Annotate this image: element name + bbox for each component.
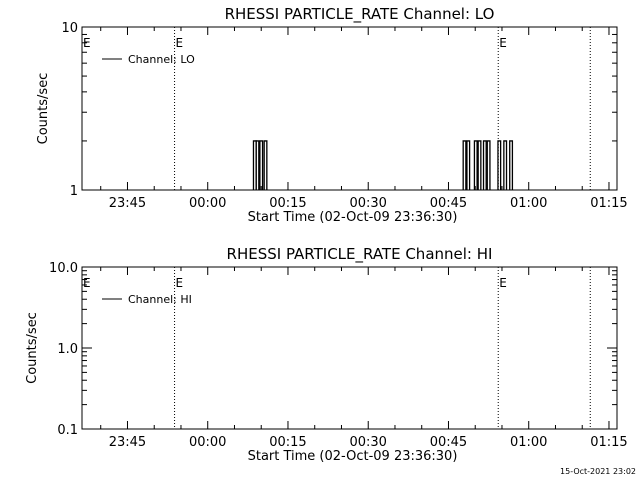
event-marker-label: E [499,36,507,50]
y-axis-label: Counts/sec [36,73,51,145]
x-tick-label: 23:45 [109,435,146,450]
data-spike [462,140,467,190]
data-spike [466,140,471,190]
event-marker-label: E [176,36,184,50]
y-axis-label: Counts/sec [25,312,40,384]
x-tick-label: 00:45 [430,435,467,450]
y-tick-label: 10.0 [49,261,78,276]
x-tick-label: 00:00 [189,435,226,450]
chart-title: RHESSI PARTICLE_RATE Channel: HI [227,245,493,264]
plot-frame [81,266,618,430]
data-spike [255,140,260,190]
chart-panel-1: RHESSI PARTICLE_RATE Channel: LO Start Ti… [36,5,628,225]
data-spike [477,140,482,190]
chart-panel-2: RHESSI PARTICLE_RATE Channel: HI Start Ti… [25,245,628,464]
event-marker-label-left: E [83,276,91,290]
data-spike [482,140,487,190]
data-spike [259,140,264,190]
event-marker-label: E [176,276,184,290]
x-tick-label: 23:45 [109,196,146,211]
x-tick-label: 00:45 [430,196,467,211]
legend-entry: Channel: HI [128,293,192,306]
data-spike [509,140,514,190]
x-tick-label: 01:00 [510,196,547,211]
x-tick-label: 01:15 [590,435,627,450]
y-tick-label: 10 [61,21,78,36]
x-tick-label: 00:00 [189,196,226,211]
x-tick-label: 00:15 [269,196,306,211]
x-tick-label: 00:30 [349,435,386,450]
event-marker-label: E [499,276,507,290]
x-axis-label: Start Time (02-Oct-09 23:36:30) [248,210,458,225]
plot-frame [81,26,618,191]
y-tick-label: 1 [70,184,78,199]
footer-timestamp: 15-Oct-2021 23:02 [560,467,636,476]
legend-entry: Channel: LO [128,53,195,66]
y-tick-label: 0.1 [57,423,78,438]
data-spike [497,140,502,190]
x-tick-label: 01:15 [590,196,627,211]
data-spike [486,140,491,190]
chart-title: RHESSI PARTICLE_RATE Channel: LO [225,5,495,24]
y-tick-label: 1.0 [57,342,78,357]
data-spike [263,140,268,190]
x-tick-label: 00:30 [349,196,386,211]
x-tick-label: 00:15 [269,435,306,450]
x-axis-label: Start Time (02-Oct-09 23:36:30) [248,449,458,464]
x-tick-label: 01:00 [510,435,547,450]
data-spike [503,140,508,190]
data-spike [473,140,478,190]
event-marker-label-left: E [83,36,91,50]
